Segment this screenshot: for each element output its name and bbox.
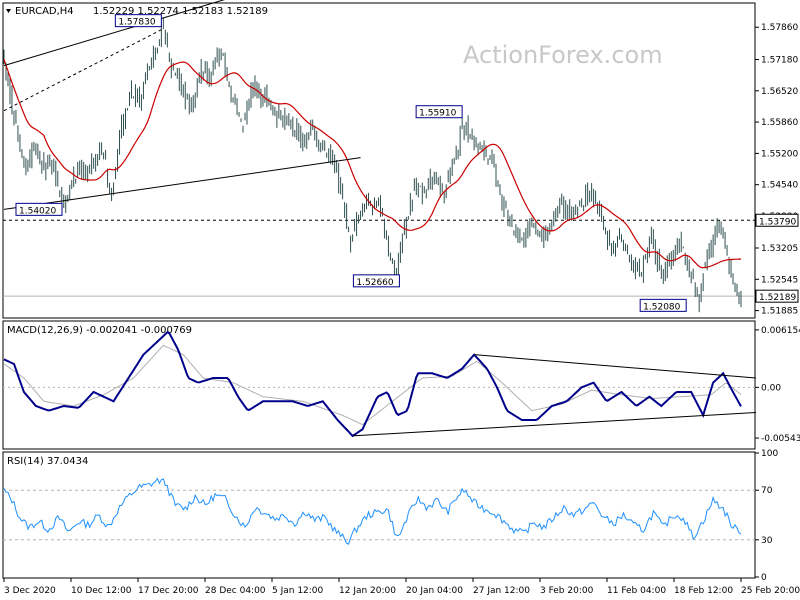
macd-y-tick-label: 0.006154 [761, 326, 800, 336]
level-price-box [755, 213, 799, 227]
rsi-line [3, 477, 742, 545]
y-tick-label: 1.55200 [761, 149, 798, 159]
annotation-box [639, 298, 687, 312]
ohlc-label: 1.52229 1.52274 1.52183 1.52189 [93, 6, 268, 17]
x-tick-label: 28 Dec 04:00 [205, 586, 266, 596]
rsi-y-tick-label: 30 [761, 536, 773, 546]
x-tick-label: 25 Feb 20:00 [741, 586, 800, 596]
macd-signal-line [3, 344, 742, 426]
x-tick-label: 3 Feb 20:00 [540, 586, 594, 596]
macd-trendline [352, 412, 756, 437]
annotation-box [352, 274, 400, 288]
moving-average-line [3, 59, 742, 269]
rsi-y-tick-label: 100 [761, 449, 778, 459]
rsi-y-axis: 100 70 30 0 [755, 449, 778, 583]
price-header: EURCAD,H4 1.52229 1.52274 1.52183 1.5218… [6, 6, 268, 17]
x-axis: 3 Dec 2020 10 Dec 12:00 17 Dec 20:00 28 Dec… [3, 578, 800, 596]
macd-layer [3, 331, 756, 438]
x-tick-label: 5 Jan 12:00 [272, 586, 324, 596]
x-tick-label: 12 Jan 20:00 [339, 586, 396, 596]
price-trendline [3, 157, 361, 210]
price-trendline [3, 0, 225, 67]
y-tick-label: 1.57860 [761, 23, 798, 33]
price-ma [3, 59, 742, 269]
price-candles [3, 17, 742, 313]
rsi-layer [3, 477, 755, 545]
x-tick-label: 3 Dec 2020 [4, 586, 56, 596]
price-y-axis: 1.57860 1.57180 1.56520 1.55860 1.55200 1.545… [755, 23, 799, 317]
x-tick-label: 18 Feb 12:00 [674, 586, 733, 596]
x-tick-label: 11 Feb 04:00 [607, 586, 666, 596]
x-tick-label: 10 Dec 12:00 [71, 586, 132, 596]
current-price-label: 1.52189 [759, 293, 796, 303]
rsi-y-tick-label: 70 [761, 486, 773, 496]
annotation-label: 1.52080 [643, 302, 680, 312]
annotation-label: 1.54020 [19, 206, 56, 216]
rsi-pane-frame [2, 451, 756, 579]
y-tick-label: 1.54540 [761, 181, 798, 191]
watermark: ActionForex.com [463, 41, 663, 69]
price-grid [3, 219, 755, 297]
header-marker-icon [6, 9, 11, 13]
macd-y-tick-label: 0.00 [761, 383, 781, 393]
y-tick-label: 1.57180 [761, 55, 798, 65]
level-price-label: 1.53790 [759, 217, 796, 227]
rsi-y-tick-label: 0 [761, 573, 767, 583]
macd-label: MACD(12,26,9) -0.002041 -0.000769 [7, 325, 192, 336]
rsi-label: RSI(14) 37.0434 [7, 456, 88, 467]
annotation-box [415, 105, 463, 119]
annotation-label: 1.57830 [118, 18, 155, 28]
y-tick-label: 1.51885 [761, 307, 798, 317]
x-tick-label: 17 Dec 20:00 [138, 586, 199, 596]
annotation-box [114, 14, 162, 28]
annotation-label: 1.52660 [356, 278, 393, 288]
price-trendlines [3, 0, 361, 210]
y-tick-label: 1.56520 [761, 87, 798, 97]
macd-trendline [474, 354, 756, 379]
macd-line [3, 331, 742, 438]
price-pane-frame [2, 2, 756, 319]
macd-y-axis: 0.006154 0.00 -0.005434 [755, 326, 800, 444]
x-tick-label: 20 Jan 04:00 [406, 586, 463, 596]
current-price-box [755, 289, 799, 303]
price-annotations: 1.57830 1.54020 1.55910 1.52660 1.52080 [15, 14, 687, 312]
x-tick-label: 27 Jan 12:00 [473, 586, 530, 596]
macd-pane-frame [2, 320, 756, 450]
y-tick-label: 1.52545 [761, 275, 798, 285]
macd-y-tick-label: -0.005434 [761, 434, 800, 444]
y-tick-label: 1.53205 [761, 244, 798, 254]
annotation-label: 1.55910 [419, 109, 456, 119]
symbol-label: EURCAD,H4 [15, 6, 74, 17]
y-tick-label: 1.55860 [761, 118, 798, 128]
annotation-box [15, 202, 63, 216]
